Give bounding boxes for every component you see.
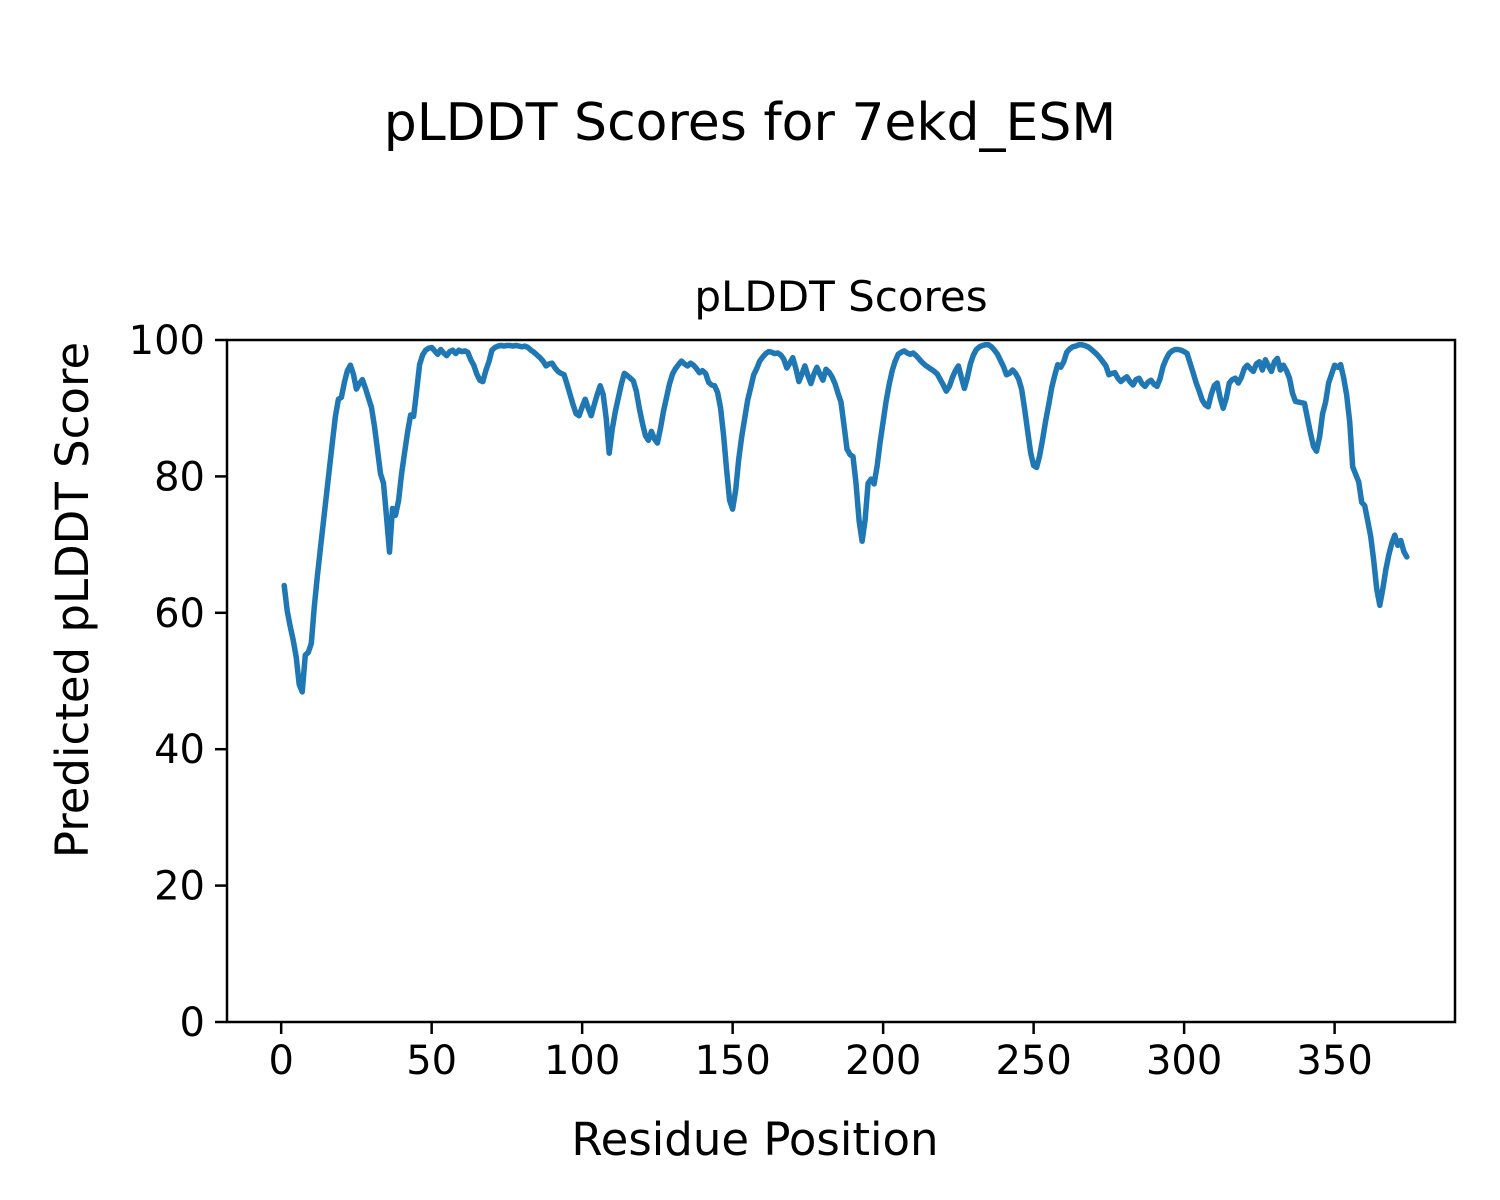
plddt-series-line: [281, 342, 1410, 695]
figure-suptitle: pLDDT Scores for 7ekd_ESM: [384, 93, 1117, 153]
x-tick-label: 50: [406, 1038, 457, 1084]
y-tick-label: 100: [129, 318, 205, 364]
y-axis-ticks: 0 20 40 60 80 100: [129, 318, 227, 1046]
x-tick-label: 100: [544, 1038, 620, 1084]
axes-frame: [225, 338, 1457, 1024]
x-tick-label: 200: [845, 1038, 921, 1084]
x-tick-label: 250: [995, 1038, 1071, 1084]
x-tick-label: 0: [268, 1038, 293, 1084]
x-axis-ticks: 0 50 100 150 200 250 300 350: [268, 1022, 1373, 1084]
x-tick-label: 300: [1146, 1038, 1222, 1084]
x-tick-label: 150: [694, 1038, 770, 1084]
y-tick-label: 0: [180, 1000, 205, 1046]
y-tick-label: 80: [154, 454, 205, 500]
y-tick-label: 20: [154, 864, 205, 910]
axes-title: pLDDT Scores: [694, 272, 987, 321]
x-tick-label: 350: [1296, 1038, 1372, 1084]
y-tick-label: 60: [154, 591, 205, 637]
y-tick-label: 40: [154, 727, 205, 773]
y-axis-label: Predicted pLDDT Score: [46, 342, 99, 858]
x-axis-label: Residue Position: [571, 1113, 938, 1166]
